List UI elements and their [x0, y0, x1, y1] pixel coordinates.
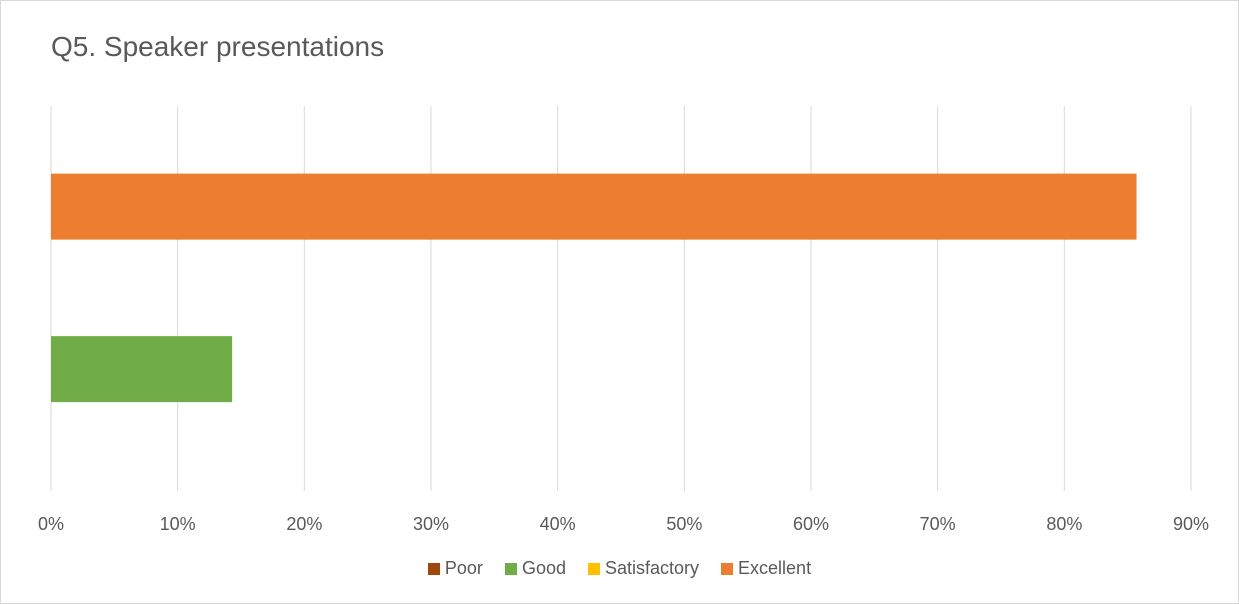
- bar-excellent: [51, 173, 1137, 240]
- legend-item-good: Good: [504, 558, 566, 579]
- x-tick-label: 60%: [793, 514, 829, 534]
- legend-swatch: [587, 562, 600, 575]
- legend-swatch: [721, 562, 734, 575]
- x-tick-label: 10%: [160, 514, 196, 534]
- legend-item-poor: Poor: [427, 558, 483, 579]
- legend-swatch: [504, 562, 517, 575]
- legend-swatch: [427, 562, 440, 575]
- legend-item-satisfactory: Satisfactory: [587, 558, 700, 579]
- chart-title: Q5. Speaker presentations: [51, 31, 385, 62]
- x-tick-label: 40%: [540, 514, 576, 534]
- x-tick-label: 0%: [38, 514, 64, 534]
- chart-legend: Poor Good Satisfactory Excellent: [1, 558, 1238, 579]
- x-tick-label: 30%: [413, 514, 449, 534]
- legend-label: Satisfactory: [604, 558, 700, 578]
- x-tick-label: 50%: [666, 514, 702, 534]
- bar-good: [51, 336, 233, 403]
- x-tick-label: 80%: [1046, 514, 1082, 534]
- legend-item-excellent: Excellent: [721, 558, 811, 579]
- x-tick-label: 90%: [1173, 514, 1209, 534]
- legend-label: Excellent: [738, 558, 812, 578]
- x-tick-label: 20%: [286, 514, 322, 534]
- legend-label: Poor: [444, 558, 483, 578]
- legend-label: Good: [521, 558, 566, 578]
- x-tick-label: 70%: [920, 514, 956, 534]
